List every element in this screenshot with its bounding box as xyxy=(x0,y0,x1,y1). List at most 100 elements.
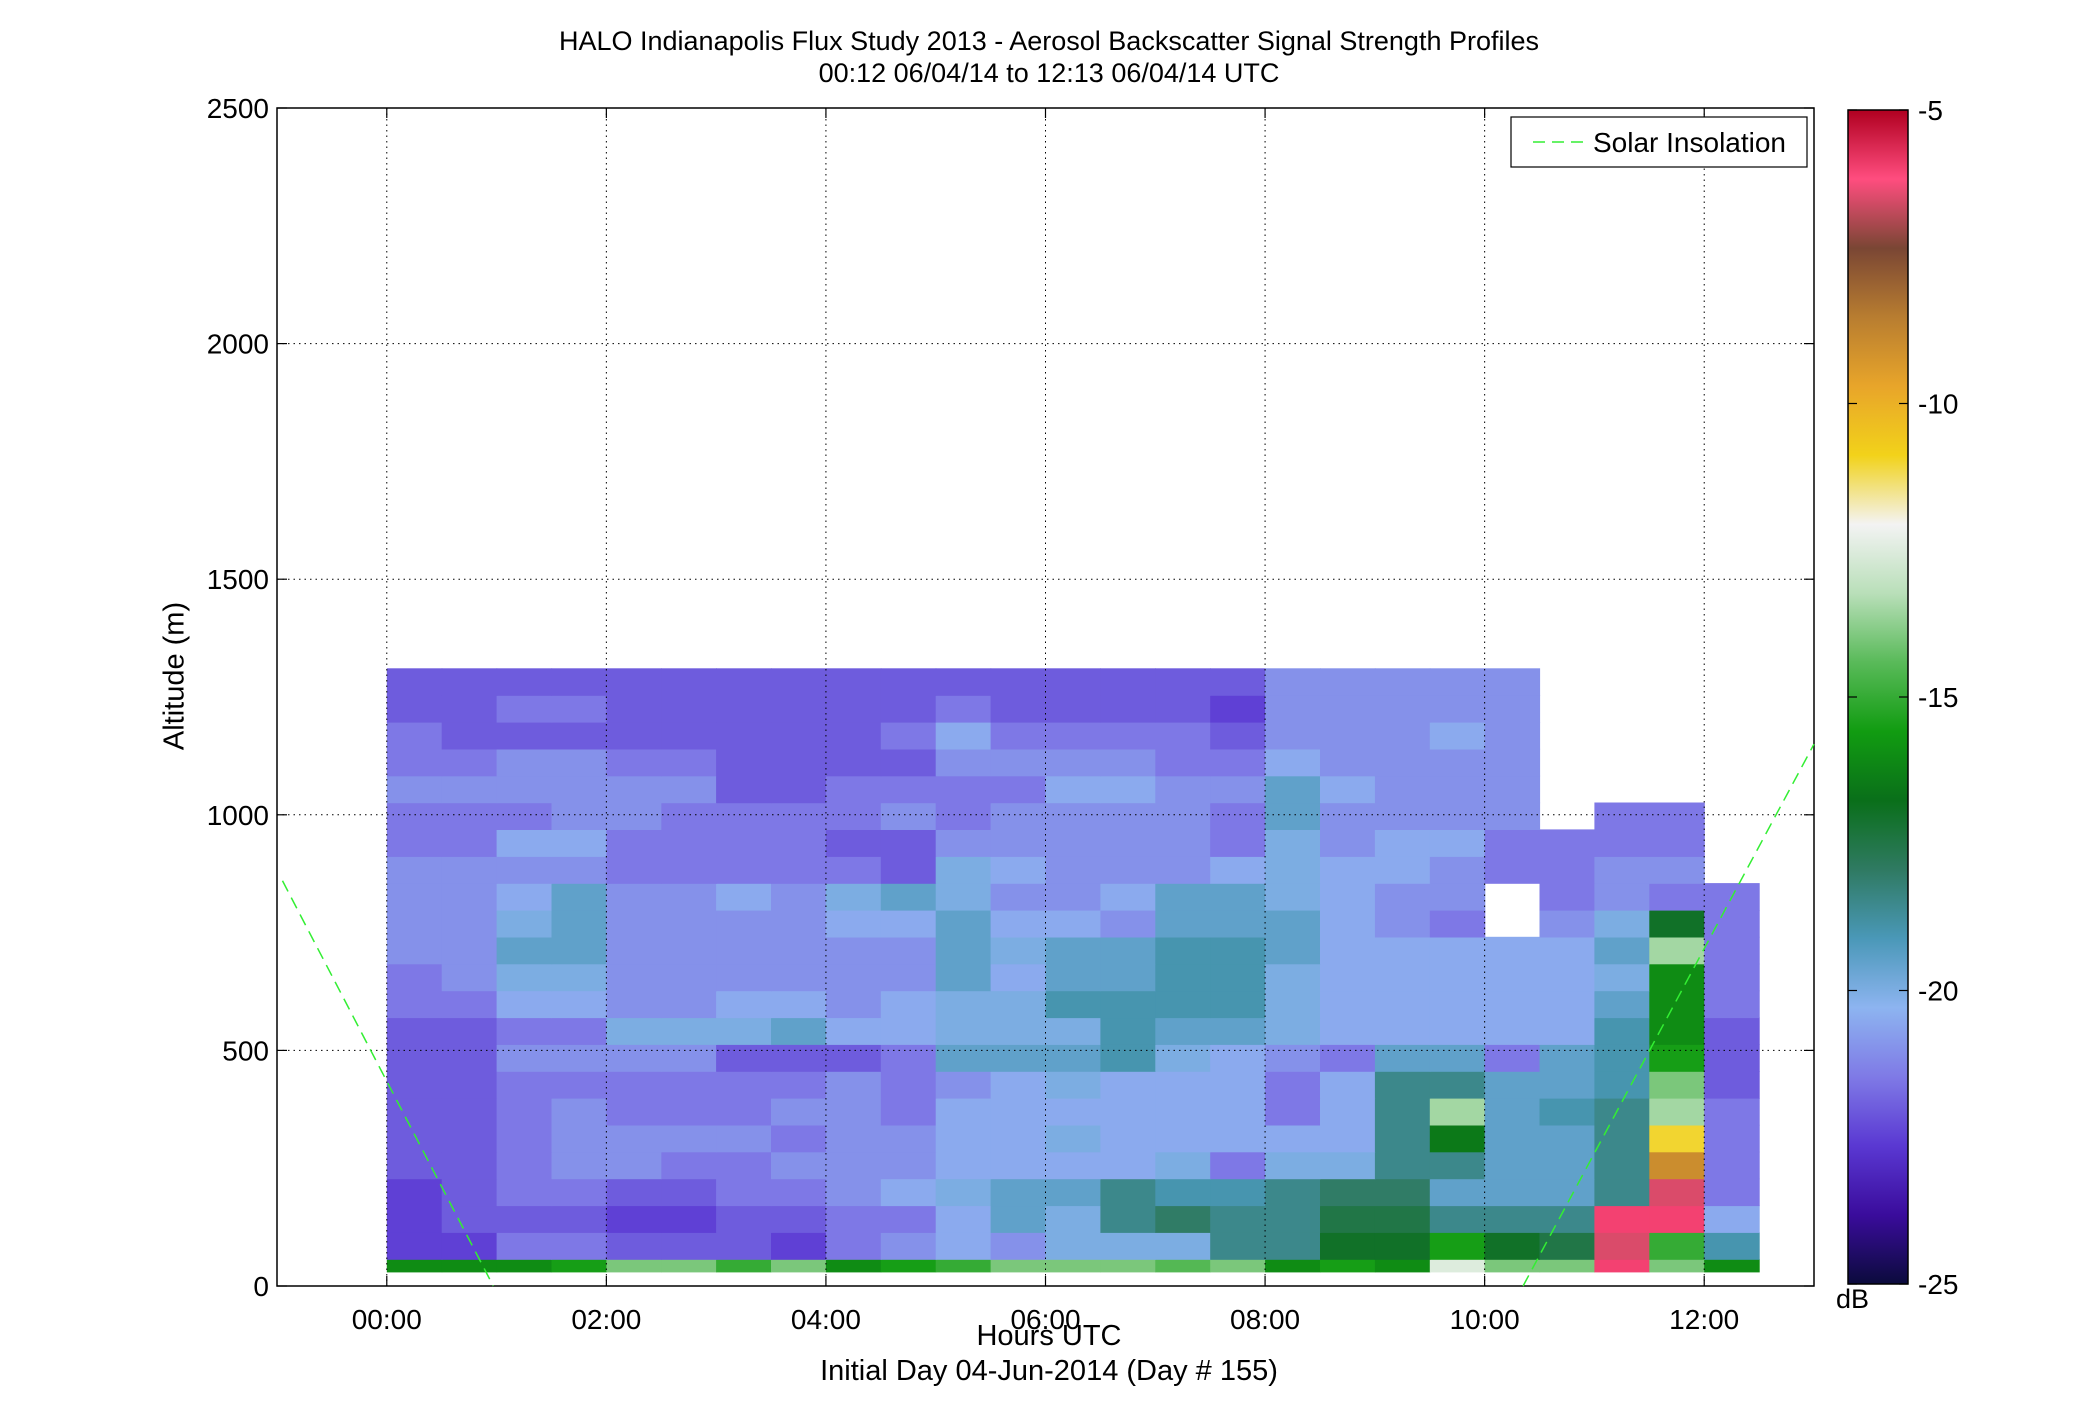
y-tick-label: 2500 xyxy=(207,93,269,124)
heatmap-cell xyxy=(1429,883,1486,911)
heatmap-cell xyxy=(1100,748,1156,777)
heatmap-cell xyxy=(1100,1124,1156,1153)
heatmap-cell xyxy=(716,990,772,1019)
heatmap-cell xyxy=(1484,775,1541,804)
heatmap-cell xyxy=(1320,963,1376,992)
heatmap-cell xyxy=(990,1232,1047,1260)
heatmap-cell xyxy=(386,1151,443,1180)
heatmap-cell xyxy=(825,1098,882,1126)
heatmap-cell xyxy=(661,963,717,992)
heatmap-cell xyxy=(1210,1178,1266,1207)
heatmap-cell xyxy=(771,990,827,1019)
heatmap-cell xyxy=(1539,1017,1595,1045)
heatmap-cell xyxy=(551,802,607,830)
heatmap-cell xyxy=(1155,748,1211,777)
heatmap-cell xyxy=(825,1044,882,1072)
heatmap-cell xyxy=(935,910,992,938)
heatmap-cell xyxy=(661,1259,717,1273)
heatmap-cell xyxy=(551,1259,607,1273)
heatmap-cell xyxy=(825,829,882,857)
heatmap-cell xyxy=(661,695,717,723)
heatmap-cell xyxy=(1045,829,1101,857)
heatmap-cell xyxy=(716,1205,772,1233)
heatmap-cell xyxy=(771,802,827,830)
heatmap-cell xyxy=(990,1017,1047,1045)
heatmap-cell xyxy=(1210,695,1266,723)
heatmap-cell xyxy=(1594,1098,1650,1126)
heatmap-cell xyxy=(551,695,607,723)
heatmap-cell xyxy=(1539,1044,1595,1072)
heatmap-cell xyxy=(496,1017,553,1045)
solar-insolation-line xyxy=(281,880,494,1287)
heatmap-cell xyxy=(661,883,717,911)
heatmap-cell xyxy=(880,856,937,884)
heatmap-cell xyxy=(551,1098,607,1126)
heatmap-cell xyxy=(1649,1178,1705,1207)
heatmap-cell xyxy=(606,1151,662,1180)
heatmap-cell xyxy=(1045,990,1101,1019)
heatmap-cell xyxy=(551,829,607,857)
heatmap-cell xyxy=(441,963,498,992)
heatmap-cell xyxy=(606,1259,662,1273)
heatmap-cell xyxy=(1045,748,1101,777)
heatmap-cell xyxy=(1429,910,1486,938)
heatmap-cell xyxy=(386,1044,443,1072)
heatmap-cell xyxy=(1704,1098,1760,1126)
heatmap-cell xyxy=(496,695,553,723)
heatmap-cell xyxy=(716,1071,772,1099)
heatmap-cell xyxy=(1429,1124,1486,1153)
heatmap-cell xyxy=(1320,910,1376,938)
heatmap-cell xyxy=(386,1124,443,1153)
heatmap-cell xyxy=(880,1044,937,1072)
heatmap-cell xyxy=(496,775,553,804)
heatmap-cell xyxy=(1155,695,1211,723)
heatmap-cell xyxy=(1704,1232,1760,1260)
heatmap-cell xyxy=(1155,722,1211,750)
heatmap-cell xyxy=(1429,722,1486,750)
heatmap-cell xyxy=(496,1259,553,1273)
heatmap-cell xyxy=(1155,990,1211,1019)
heatmap-cell xyxy=(386,910,443,938)
heatmap-cell xyxy=(716,695,772,723)
heatmap-cell xyxy=(771,1178,827,1207)
heatmap-cell xyxy=(771,1098,827,1126)
heatmap-cell xyxy=(990,963,1047,992)
heatmap-cell xyxy=(1320,748,1376,777)
heatmap-cell xyxy=(1594,1205,1650,1233)
heatmap-cell xyxy=(1155,1124,1211,1153)
heatmap-cell xyxy=(825,856,882,884)
heatmap-cell xyxy=(990,1044,1047,1072)
heatmap-cell xyxy=(935,1232,992,1260)
heatmap-cell xyxy=(441,1178,498,1207)
heatmap-cell xyxy=(990,695,1047,723)
heatmap-cell xyxy=(1484,748,1541,777)
chart-subtitle: 00:12 06/04/14 to 12:13 06/04/14 UTC xyxy=(818,58,1280,88)
heatmap-cell xyxy=(716,963,772,992)
heatmap-cell xyxy=(1320,1232,1376,1260)
heatmap-cell xyxy=(880,1232,937,1260)
heatmap-cell xyxy=(935,1178,992,1207)
heatmap-cell xyxy=(1100,910,1156,938)
heatmap-cell xyxy=(1374,1205,1431,1233)
heatmap-cell xyxy=(716,1017,772,1045)
heatmap-cell xyxy=(1265,1044,1321,1072)
heatmap-cell xyxy=(551,883,607,911)
heatmap-cell xyxy=(1045,936,1101,965)
heatmap-cell xyxy=(990,1098,1047,1126)
heatmap-cell xyxy=(606,1017,662,1045)
heatmap-cell xyxy=(496,1232,553,1260)
heatmap-cell xyxy=(716,748,772,777)
heatmap-cell xyxy=(716,1044,772,1072)
heatmap-cell xyxy=(386,695,443,723)
heatmap-cell xyxy=(606,722,662,750)
heatmap-cell xyxy=(1484,1098,1541,1126)
heatmap-cell xyxy=(1374,1259,1431,1273)
heatmap-cell xyxy=(990,775,1047,804)
heatmap-cell xyxy=(606,1178,662,1207)
chart-title: HALO Indianapolis Flux Study 2013 - Aero… xyxy=(558,26,1539,56)
heatmap-cell xyxy=(771,1044,827,1072)
heatmap-cell xyxy=(1265,1017,1321,1045)
heatmap-cell xyxy=(1265,990,1321,1019)
heatmap-cell xyxy=(716,802,772,830)
